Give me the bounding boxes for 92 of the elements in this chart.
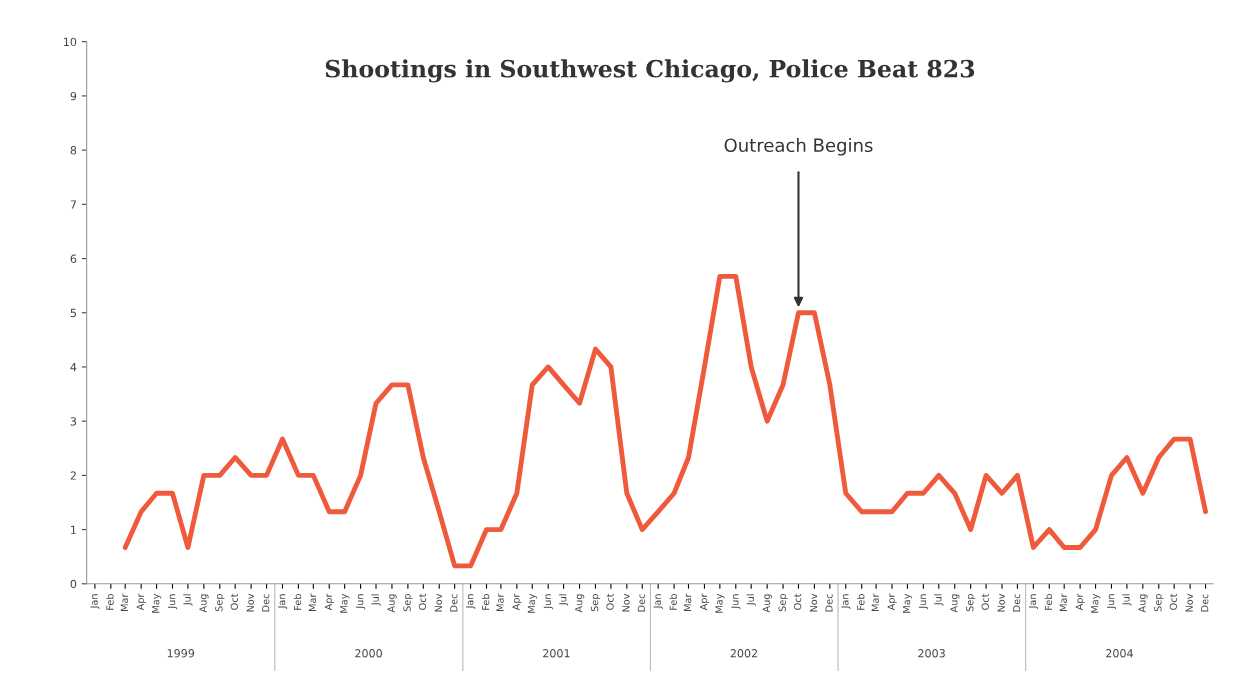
x-tick-label: Sep [590, 594, 601, 612]
x-tick-label: Nov [1185, 593, 1193, 612]
text: Shootings in Southwest Chicago, Police Beat 823 [325, 59, 975, 83]
x-tick-label: Apr [512, 593, 522, 611]
x-tick-label: May [715, 593, 725, 613]
x-tick-label: Jun [356, 594, 366, 610]
x-tick-label: Mar [1059, 593, 1068, 611]
x-tick-label: Jul [558, 594, 569, 606]
x-tick-label: Dec [1013, 594, 1021, 612]
x-tick-label: Jan [466, 594, 476, 610]
x-tick-label: May [903, 593, 913, 613]
x-tick-label: May [1091, 593, 1101, 613]
x-tick-label: Dec [1201, 594, 1209, 612]
x-tick-label: May [340, 593, 350, 613]
y-tick-label: 7 [70, 200, 76, 209]
x-tick-label: Dec [825, 594, 833, 612]
x-tick-label: Oct [606, 593, 614, 610]
x-tick-label: Feb [106, 594, 114, 610]
x-tick-label: Oct [981, 593, 989, 610]
y-tick-label: 6 [70, 254, 77, 263]
x-tick-label: Nov [246, 593, 254, 612]
x-tick-label: Apr [136, 593, 146, 611]
x-tick-label: Aug [762, 594, 772, 613]
x-tick-label: Apr [1075, 593, 1085, 611]
x-tick-label: Mar [308, 593, 317, 611]
y-tick-label: 0 [70, 579, 77, 589]
y-tick-label: 2 [70, 471, 76, 480]
x-tick-label: Feb [481, 594, 490, 610]
x-tick-label: Feb [856, 594, 865, 610]
x-tick-label: Nov [622, 593, 630, 612]
x-tick-label: May [152, 593, 162, 613]
x-tick-label: Jul [1122, 594, 1132, 606]
y-tick-label: 4 [70, 363, 77, 372]
x-tick-label: Nov [997, 593, 1005, 612]
x-tick-label: Sep [778, 594, 788, 612]
x-tick-label: Aug [575, 594, 585, 613]
x-tick-label: Feb [1044, 594, 1053, 610]
y-tick-label: 3 [70, 417, 77, 426]
x-tick-label: Jan [841, 594, 851, 610]
text: 2004 [1106, 649, 1133, 658]
x-tick-label: Jan [90, 594, 100, 610]
x-tick-label: Aug [1138, 594, 1148, 613]
x-tick-label: Mar [871, 593, 879, 611]
y-tick-label: 8 [70, 146, 77, 155]
x-tick-label: Sep [1154, 594, 1164, 612]
x-tick-label: Jan [278, 594, 288, 610]
text: 2001 [543, 649, 570, 658]
text: 1999 [167, 649, 195, 658]
annotation: Outreach Begins [724, 138, 873, 156]
y-tick-label: 5 [70, 308, 76, 318]
x-tick-label: Nov [810, 593, 818, 612]
text: 2002 [730, 649, 758, 658]
x-tick-label: Apr [887, 593, 897, 611]
x-tick-label: Apr [700, 593, 710, 611]
x-tick-label: Aug [199, 594, 209, 613]
y-tick-label: 10 [64, 37, 77, 47]
x-tick-label: Mar [496, 593, 504, 611]
x-tick-label: Sep [966, 594, 976, 612]
y-tick-label: 9 [70, 91, 77, 101]
x-tick-label: Mar [120, 593, 129, 611]
line-series [122, 274, 1208, 569]
x-tick-label: Oct [230, 593, 239, 610]
x-tick-label: Oct [418, 593, 427, 610]
x-tick-label: Jan [653, 594, 663, 610]
x-tick-label: Feb [293, 594, 302, 610]
x-tick-label: Dec [637, 594, 646, 612]
x-tick-label: Jul [371, 594, 381, 606]
x-tick-label: Nov [434, 593, 443, 612]
x-tick-label: Oct [1169, 593, 1177, 610]
text: 2003 [918, 649, 945, 658]
x-tick-label: Jun [731, 594, 741, 610]
x-tick-label: Apr [324, 593, 334, 611]
x-tick-label: Dec [450, 594, 458, 612]
x-tick-label: Dec [262, 594, 270, 612]
x-tick-label: Sep [403, 594, 413, 612]
x-tick-label: Aug [387, 594, 397, 613]
x-tick-label: Mar [684, 593, 692, 611]
y-tick-label: 1 [71, 525, 76, 534]
x-tick-label: Jun [168, 594, 178, 610]
x-tick-label: Feb [669, 594, 677, 610]
x-tick-label: Jun [918, 594, 928, 610]
x-tick-label: Sep [215, 594, 225, 612]
x-tick-label: Oct [793, 593, 802, 610]
x-tick-label: Jul [183, 594, 193, 606]
x-tick-label: Jul [934, 594, 944, 606]
x-tick-label: Jun [543, 594, 553, 610]
x-tick-label: Jul [746, 594, 756, 606]
x-tick-label: Aug [950, 594, 960, 613]
text: 2000 [355, 649, 382, 658]
x-tick-label: Jan [1028, 594, 1038, 610]
x-tick-label: May [527, 593, 537, 613]
x-tick-label: Jun [1107, 594, 1117, 610]
